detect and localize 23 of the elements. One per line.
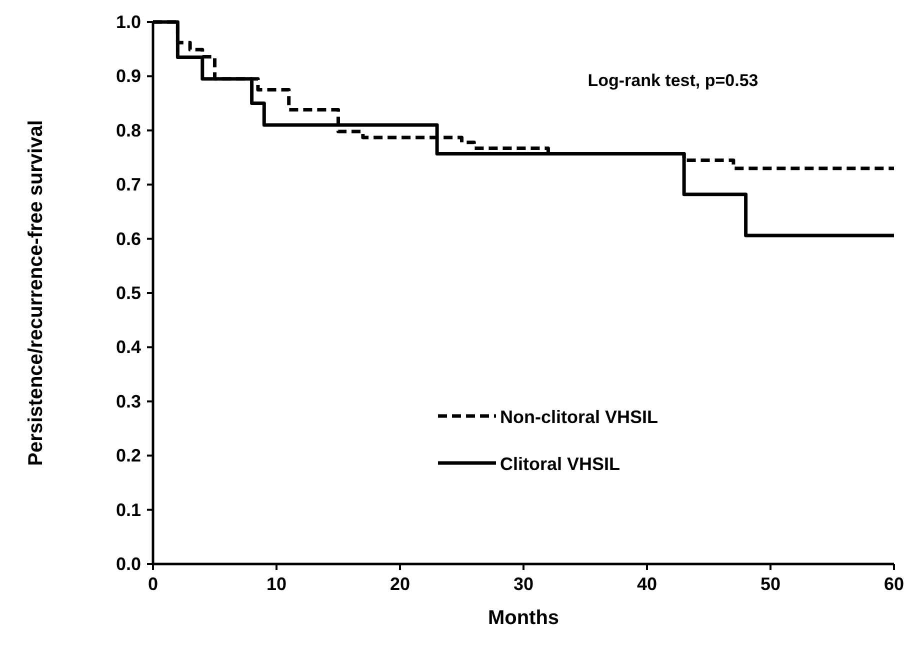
legend-label: Clitoral VHSIL [500, 454, 620, 474]
annotation: Log-rank test, p=0.53 [588, 71, 758, 90]
x-tick-label: 50 [760, 574, 781, 594]
x-tick-label: 10 [266, 574, 287, 594]
x-tick-label: 60 [884, 574, 904, 594]
y-tick-label: 0.4 [116, 337, 141, 358]
y-tick-label: 0.6 [116, 228, 141, 249]
y-tick-label: 0.7 [116, 174, 141, 195]
y-tick-label: 0.9 [116, 66, 141, 86]
x-tick-label: 40 [636, 574, 658, 594]
y-tick-label: 0.2 [116, 446, 141, 466]
x-axis-title: Months [488, 607, 560, 629]
x-tick-label: 0 [148, 574, 158, 594]
y-tick-label: 0.3 [116, 391, 141, 412]
x-tick-label: 20 [390, 574, 410, 594]
y-tick-label: 0.5 [116, 283, 141, 303]
y-tick-label: 1.0 [116, 12, 141, 32]
y-axis-title: Persistence/recurrence-free survival [25, 120, 47, 466]
y-tick-label: 0.0 [116, 554, 141, 574]
y-tick-label: 0.1 [116, 500, 141, 520]
x-tick-label: 30 [513, 574, 534, 594]
y-tick-label: 0.8 [116, 120, 141, 140]
legend-label: Non-clitoral VHSIL [500, 407, 658, 427]
